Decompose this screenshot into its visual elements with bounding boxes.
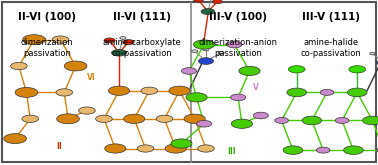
Circle shape	[156, 115, 173, 122]
Circle shape	[198, 145, 214, 152]
Circle shape	[197, 120, 212, 127]
Circle shape	[198, 58, 214, 64]
Circle shape	[56, 89, 73, 96]
Circle shape	[141, 87, 158, 94]
Circle shape	[349, 66, 366, 73]
Circle shape	[120, 37, 126, 39]
Text: dimerization-anion
passivation: dimerization-anion passivation	[199, 38, 277, 58]
Circle shape	[23, 35, 45, 45]
Text: II: II	[57, 142, 62, 151]
Circle shape	[123, 40, 134, 45]
Circle shape	[275, 117, 288, 123]
Circle shape	[165, 144, 186, 153]
Circle shape	[124, 114, 145, 123]
Circle shape	[231, 94, 246, 101]
Circle shape	[15, 87, 38, 97]
Circle shape	[218, 51, 224, 54]
Circle shape	[316, 147, 330, 153]
Circle shape	[283, 146, 303, 154]
Circle shape	[227, 41, 242, 48]
Circle shape	[186, 93, 207, 102]
Circle shape	[320, 89, 334, 95]
Circle shape	[377, 147, 378, 153]
Circle shape	[287, 88, 307, 97]
Circle shape	[288, 66, 305, 73]
Text: V: V	[253, 83, 259, 92]
Circle shape	[108, 86, 130, 95]
Circle shape	[335, 117, 349, 123]
Circle shape	[347, 88, 367, 97]
Circle shape	[370, 52, 375, 55]
Circle shape	[22, 115, 39, 122]
Circle shape	[104, 38, 115, 43]
Circle shape	[231, 119, 253, 128]
Circle shape	[184, 114, 205, 123]
Circle shape	[363, 116, 378, 125]
FancyBboxPatch shape	[2, 2, 376, 162]
Circle shape	[57, 114, 79, 124]
Text: dimerization
passivation: dimerization passivation	[21, 38, 74, 58]
Circle shape	[253, 112, 268, 119]
Circle shape	[112, 50, 127, 56]
Circle shape	[239, 66, 260, 76]
Circle shape	[105, 144, 126, 153]
Circle shape	[181, 68, 197, 74]
Circle shape	[4, 134, 26, 144]
Text: III-V (100): III-V (100)	[209, 12, 267, 22]
Circle shape	[171, 139, 192, 148]
Circle shape	[344, 146, 363, 154]
Circle shape	[377, 60, 378, 66]
Circle shape	[194, 0, 203, 2]
Text: II-VI (100): II-VI (100)	[18, 12, 76, 22]
Circle shape	[96, 115, 112, 122]
Text: amine-carboxylate
co-passivation: amine-carboxylate co-passivation	[102, 38, 181, 58]
Circle shape	[194, 40, 215, 49]
Circle shape	[203, 48, 209, 51]
Text: VI: VI	[87, 73, 96, 82]
Circle shape	[52, 36, 69, 43]
Text: III: III	[227, 147, 235, 156]
Circle shape	[169, 86, 190, 95]
Circle shape	[212, 0, 222, 4]
Circle shape	[64, 61, 87, 71]
Circle shape	[192, 50, 198, 52]
Circle shape	[302, 116, 322, 125]
Text: III-V (111): III-V (111)	[302, 12, 360, 22]
Text: II-VI (111): II-VI (111)	[113, 12, 171, 22]
Circle shape	[137, 145, 154, 152]
Circle shape	[11, 62, 27, 70]
Text: amine-halide
co-passivation: amine-halide co-passivation	[301, 38, 361, 58]
Circle shape	[201, 9, 215, 15]
Circle shape	[79, 107, 95, 114]
